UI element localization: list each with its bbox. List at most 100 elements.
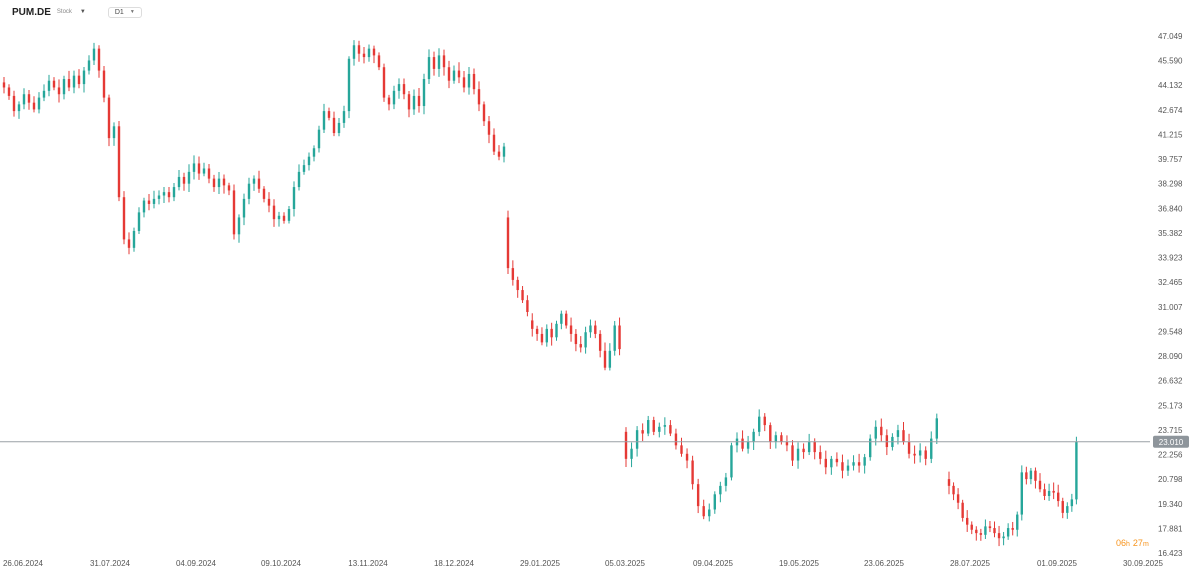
candle-body (930, 438, 933, 459)
candle (545, 324, 548, 347)
candle (979, 528, 983, 541)
candle-body (407, 94, 411, 110)
candles (2, 40, 1078, 547)
y-tick-label: 16.423 (1158, 549, 1183, 558)
candle (641, 423, 644, 442)
candle (540, 327, 544, 346)
candle (372, 45, 376, 64)
candle-body (531, 320, 534, 329)
candle (997, 525, 1001, 547)
candle (267, 192, 271, 213)
candle-body (674, 433, 678, 446)
y-tick-label: 19.340 (1158, 500, 1183, 509)
candle (1038, 473, 1042, 493)
candle (132, 227, 136, 252)
candle (157, 190, 161, 205)
candle-body (1029, 470, 1033, 480)
candle-body (618, 325, 621, 350)
x-tick-label: 18.12.2024 (434, 559, 475, 568)
candle (122, 191, 126, 245)
symbol-dropdown-icon[interactable]: ▼ (79, 9, 86, 15)
candle-body (272, 205, 276, 220)
candle (589, 319, 592, 338)
candle-body (511, 268, 515, 280)
candle-body (22, 94, 26, 105)
candle-body (979, 533, 983, 535)
candle (197, 156, 201, 180)
y-tick-label: 17.881 (1158, 524, 1183, 533)
candle (1011, 521, 1014, 536)
candle-body (252, 178, 256, 184)
candle (930, 431, 933, 464)
x-axis: 26.06.2024 31.07.2024 04.09.2024 09.10.2024… (3, 559, 1164, 568)
symbol-label[interactable]: PUM.DE (12, 6, 51, 18)
candle-body (247, 183, 251, 199)
candle-body (467, 73, 471, 88)
candle-body (1002, 536, 1005, 539)
timeframe-select[interactable]: D1 ▼ (107, 6, 142, 18)
candle (630, 442, 633, 468)
candle-body (52, 80, 56, 88)
y-tick-label: 45.590 (1158, 57, 1183, 66)
candle-body (392, 90, 396, 105)
x-tick-label: 29.01.2025 (520, 559, 561, 568)
candle-body (669, 425, 672, 434)
candle (984, 519, 987, 539)
candle-body (462, 77, 466, 88)
candle-body (663, 425, 667, 427)
candle (735, 432, 739, 453)
candle (807, 433, 811, 456)
candle-body (1066, 506, 1069, 513)
candle (377, 52, 381, 71)
candle-body (227, 185, 231, 191)
candle (802, 443, 805, 459)
y-tick-label: 35.382 (1158, 229, 1183, 238)
candle-body (97, 48, 101, 71)
candle (1025, 466, 1028, 485)
candle-body (885, 435, 889, 448)
candle (1052, 482, 1055, 500)
x-tick-label: 26.06.2024 (3, 559, 44, 568)
candle (1006, 523, 1010, 540)
candle (608, 343, 612, 371)
candle (913, 445, 916, 464)
candle (869, 434, 872, 461)
candle (422, 73, 426, 115)
candle (1020, 465, 1023, 521)
candle-body (397, 84, 401, 91)
countdown-hours-unit: h (1126, 541, 1130, 548)
candle (217, 172, 221, 194)
candle-body (984, 526, 987, 535)
candle-body (337, 122, 341, 134)
candle-body (222, 178, 226, 186)
candle-body (7, 87, 11, 96)
candle (857, 453, 861, 473)
timeframe-label: D1 (114, 8, 124, 16)
candle-body (237, 217, 241, 235)
candle (192, 155, 196, 180)
candle (516, 276, 519, 298)
candle (222, 174, 226, 194)
candle-body (841, 462, 844, 471)
candle-body (780, 435, 783, 442)
candle-body (267, 198, 271, 206)
candle-body (1011, 528, 1014, 530)
candle (663, 417, 667, 435)
candle-body (197, 163, 201, 174)
candle-body (813, 441, 816, 453)
candle-body (696, 484, 700, 507)
candle-body (702, 506, 705, 517)
candle (674, 428, 678, 450)
candle (207, 164, 211, 184)
candle (137, 207, 141, 235)
candle (647, 415, 650, 437)
candle (988, 521, 992, 533)
candle (835, 452, 839, 467)
candle (22, 88, 26, 110)
candle-body (457, 70, 461, 78)
y-tick-label: 26.632 (1158, 377, 1183, 386)
candle (307, 152, 311, 171)
candle (352, 40, 356, 66)
candle (565, 310, 568, 329)
